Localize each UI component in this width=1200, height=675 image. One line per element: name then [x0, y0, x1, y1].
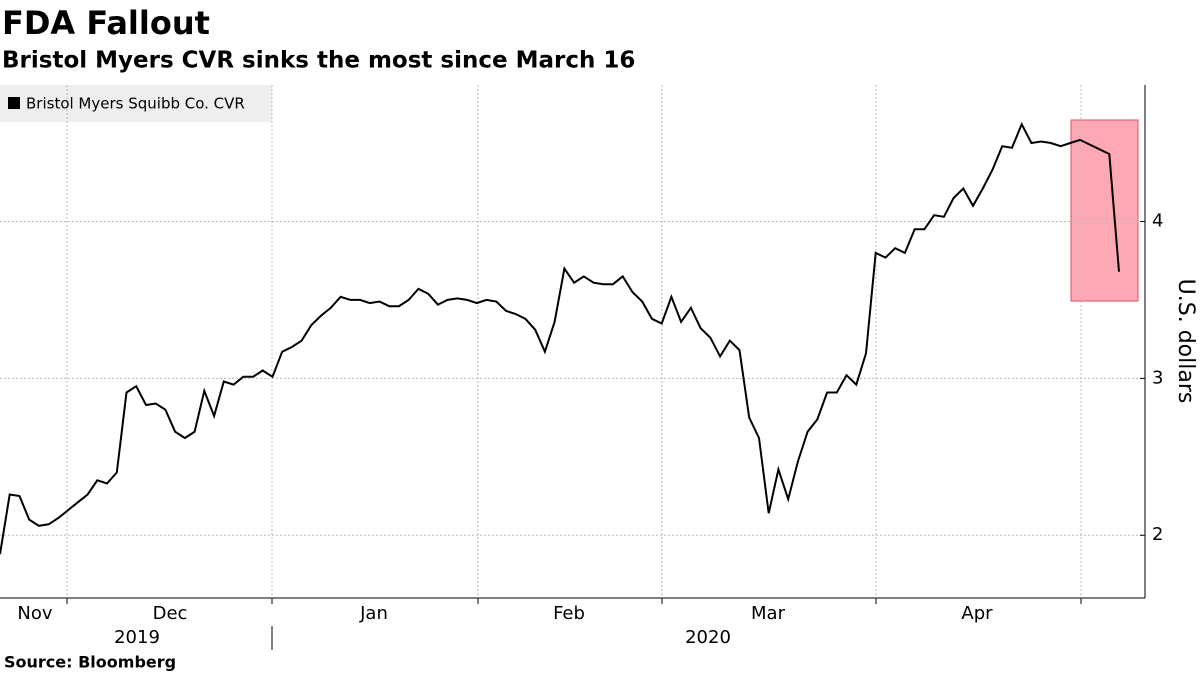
y-tick-label: 4	[1152, 210, 1163, 231]
year-label: 2019	[114, 627, 160, 648]
x-tick-label: Mar	[751, 603, 786, 624]
x-tick-label: Apr	[961, 603, 993, 624]
x-tick-label: Jan	[359, 603, 388, 624]
legend-label: Bristol Myers Squibb Co. CVR	[26, 95, 245, 113]
legend-swatch	[8, 97, 20, 109]
highlight-box	[1070, 119, 1139, 302]
price-line	[0, 121, 1120, 555]
x-tick-label: Feb	[553, 603, 585, 624]
x-tick-label: Dec	[153, 603, 188, 624]
legend-box	[0, 85, 272, 122]
chart-title: FDA Fallout	[2, 4, 210, 42]
year-label: 2020	[685, 627, 731, 648]
source: Source: Bloomberg	[4, 653, 176, 672]
chart-subtitle: Bristol Myers CVR sinks the most since M…	[2, 48, 635, 74]
x-tick-label: Nov	[17, 603, 52, 624]
y-tick-label: 3	[1152, 367, 1163, 388]
y-axis-label: U.S. dollars	[1173, 279, 1198, 404]
y-tick-label: 2	[1152, 524, 1163, 545]
